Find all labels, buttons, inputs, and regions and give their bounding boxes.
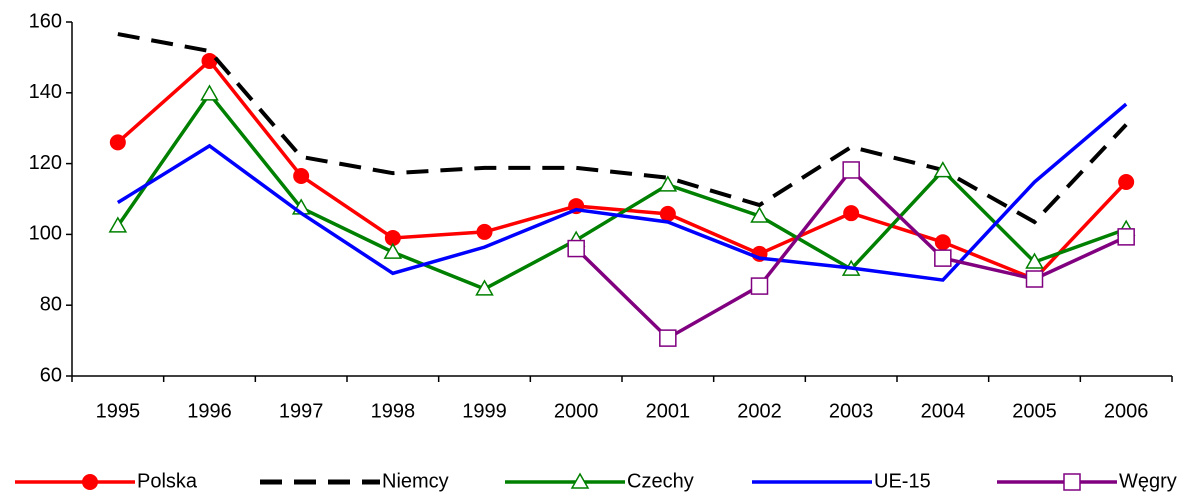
point [750,206,769,223]
point [1025,270,1044,288]
x-tick-label: 2004 [921,400,966,422]
series-line [574,167,1127,341]
legend-marker [82,474,98,490]
legend-label: UE-15 [874,470,931,492]
point [659,329,677,347]
series-line [117,32,1128,225]
point [843,205,860,222]
y-tick-label: 160 [29,10,62,32]
point [384,229,401,246]
x-tick-label: 2000 [554,400,599,422]
x-tick-label: 2005 [1012,400,1057,422]
series-line [116,58,1128,282]
point [1117,228,1135,246]
point [658,175,678,192]
point [567,239,585,258]
legend-label: Czechy [627,470,694,492]
point [475,279,494,296]
point [934,234,951,251]
legend-label: Niemcy [382,470,449,492]
y-tick-label: 80 [40,293,62,315]
point [842,161,860,179]
x-tick-label: 1997 [279,400,324,422]
y-tick-label: 60 [40,364,62,386]
point [476,223,493,240]
x-tick-label: 1995 [96,400,141,422]
x-tick-label: 1999 [462,400,507,422]
point [383,242,403,259]
point [1025,252,1044,269]
point [659,205,676,222]
x-tick-label: 2002 [737,400,782,422]
x-tick-label: 2003 [829,400,874,422]
x-tick-label: 1996 [187,400,232,422]
point [109,134,126,151]
y-tick-label: 140 [29,81,62,103]
point [201,52,218,69]
point [933,161,953,178]
point [293,167,310,184]
legend-label: Polska [137,470,198,492]
series-line [116,90,1127,291]
legend-label: Węgry [1119,470,1177,492]
legend-marker [1063,473,1081,491]
series-line [116,102,1128,282]
point [200,84,219,101]
y-tick-label: 120 [29,152,62,174]
x-tick-label: 2001 [646,400,691,422]
legend-marker [570,472,590,489]
point [934,249,952,267]
x-tick-label: 2006 [1104,400,1149,422]
point [750,277,769,295]
x-tick-label: 1998 [371,400,416,422]
y-tick-label: 100 [29,223,62,245]
point [1118,174,1135,191]
point [108,216,128,233]
